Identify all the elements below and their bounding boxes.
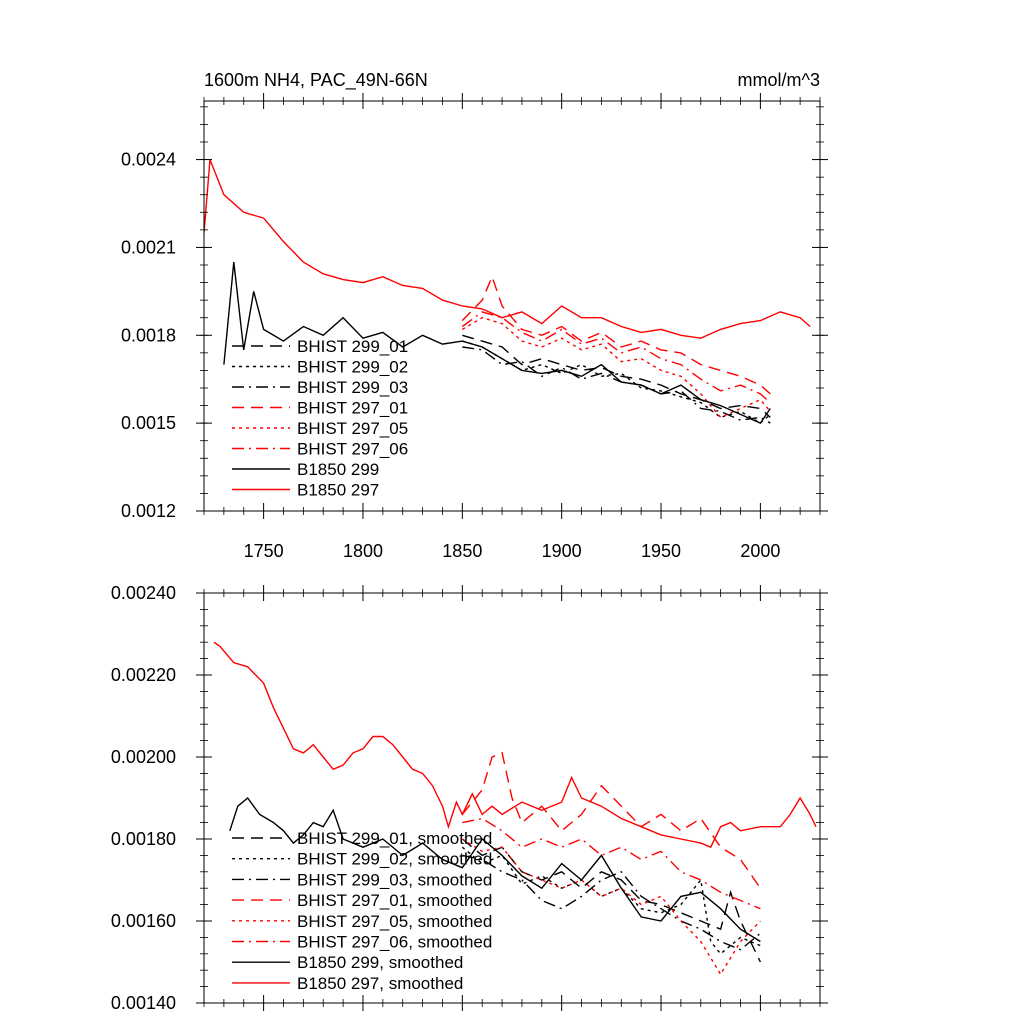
- top-series-line-7: [204, 159, 811, 339]
- top-x-tick-label: 1850: [442, 541, 482, 561]
- bottom-legend-label: B1850 299, smoothed: [297, 953, 463, 972]
- top-y-tick-label: 0.0021: [121, 237, 176, 257]
- bottom-legend-label: BHIST 297_06, smoothed: [297, 933, 492, 952]
- bottom-legend-label: BHIST 299_01, smoothed: [297, 829, 492, 848]
- bottom-legend-label: BHIST 297_01, smoothed: [297, 891, 492, 910]
- top-plot-frame: [203, 100, 821, 512]
- top-legend: BHIST 299_01 BHIST 299_02 BHIST 299_03 B…: [232, 337, 408, 500]
- bottom-series-line-3: [461, 751, 761, 889]
- top-y-tick-label: 0.0024: [121, 150, 176, 170]
- bottom-y-tick-labels: 0.00140 0.00160 0.00180 0.00200 0.00220 …: [111, 583, 176, 1013]
- top-legend-label: BHIST 299_02: [297, 358, 408, 377]
- bottom-legend-label: BHIST 297_05, smoothed: [297, 912, 492, 931]
- top-y-tick-label: 0.0012: [121, 501, 176, 521]
- bottom-y-tick-label: 0.00240: [111, 583, 176, 603]
- bottom-legend-label: BHIST 299_03, smoothed: [297, 870, 492, 889]
- top-series-line-0: [462, 334, 771, 418]
- top-x-tick-label: 1950: [641, 541, 681, 561]
- bottom-axis-ticks: [196, 585, 828, 1011]
- top-series-line-4: [461, 316, 771, 419]
- bottom-legend: BHIST 299_01, smoothed BHIST 299_02, smo…: [232, 829, 492, 993]
- bottom-series-line-1: [461, 846, 761, 955]
- top-panel: 1600m NH4, PAC_49N-66N mmol/m^3 0.0012 0…: [121, 70, 828, 561]
- top-legend-label: B1850 297: [297, 481, 379, 500]
- top-series-line-6: [223, 262, 771, 424]
- bottom-legend-label: BHIST 299_02, smoothed: [297, 850, 492, 869]
- top-units-label: mmol/m^3: [738, 70, 820, 90]
- top-x-tick-label: 1900: [542, 541, 582, 561]
- bottom-panel: 0.00140 0.00160 0.00180 0.00200 0.00220 …: [111, 583, 828, 1013]
- top-legend-label: B1850 299: [297, 460, 379, 479]
- top-legend-label: BHIST 297_06: [297, 440, 408, 459]
- top-series-line-3: [461, 274, 771, 395]
- bottom-y-tick-label: 0.00160: [111, 911, 176, 931]
- top-axis-ticks: [196, 93, 828, 519]
- bottom-plot-frame: [203, 592, 821, 1004]
- top-x-tick-label: 1800: [343, 541, 383, 561]
- bottom-series-group: [213, 641, 817, 976]
- top-x-tick-label: 1750: [244, 541, 284, 561]
- bottom-y-tick-label: 0.00220: [111, 665, 176, 685]
- top-legend-label: BHIST 299_01: [297, 337, 408, 356]
- top-legend-label: BHIST 299_03: [297, 378, 408, 397]
- bottom-series-line-2: [462, 854, 761, 951]
- bottom-y-tick-label: 0.00200: [111, 747, 176, 767]
- top-x-tick-label: 2000: [740, 541, 780, 561]
- bottom-series-line-6: [229, 796, 761, 943]
- top-y-tick-label: 0.0018: [121, 325, 176, 345]
- bottom-series-line-4: [461, 838, 761, 976]
- bottom-series-line-7: [213, 641, 817, 849]
- bottom-series-line-5: [462, 817, 761, 910]
- top-legend-label: BHIST 297_01: [297, 399, 408, 418]
- bottom-y-tick-label: 0.00140: [111, 993, 176, 1013]
- bottom-legend-label: B1850 297, smoothed: [297, 974, 463, 993]
- top-x-tick-labels: 1750 1800 1850 1900 1950 2000: [244, 541, 781, 561]
- top-y-tick-labels: 0.0012 0.0015 0.0018 0.0021 0.0024: [121, 150, 176, 521]
- top-legend-label: BHIST 297_05: [297, 419, 408, 438]
- top-chart-title: 1600m NH4, PAC_49N-66N: [204, 70, 428, 91]
- top-series-group: [204, 159, 811, 424]
- bottom-y-tick-label: 0.00180: [111, 829, 176, 849]
- top-series-line-5: [461, 311, 771, 404]
- top-y-tick-label: 0.0015: [121, 413, 176, 433]
